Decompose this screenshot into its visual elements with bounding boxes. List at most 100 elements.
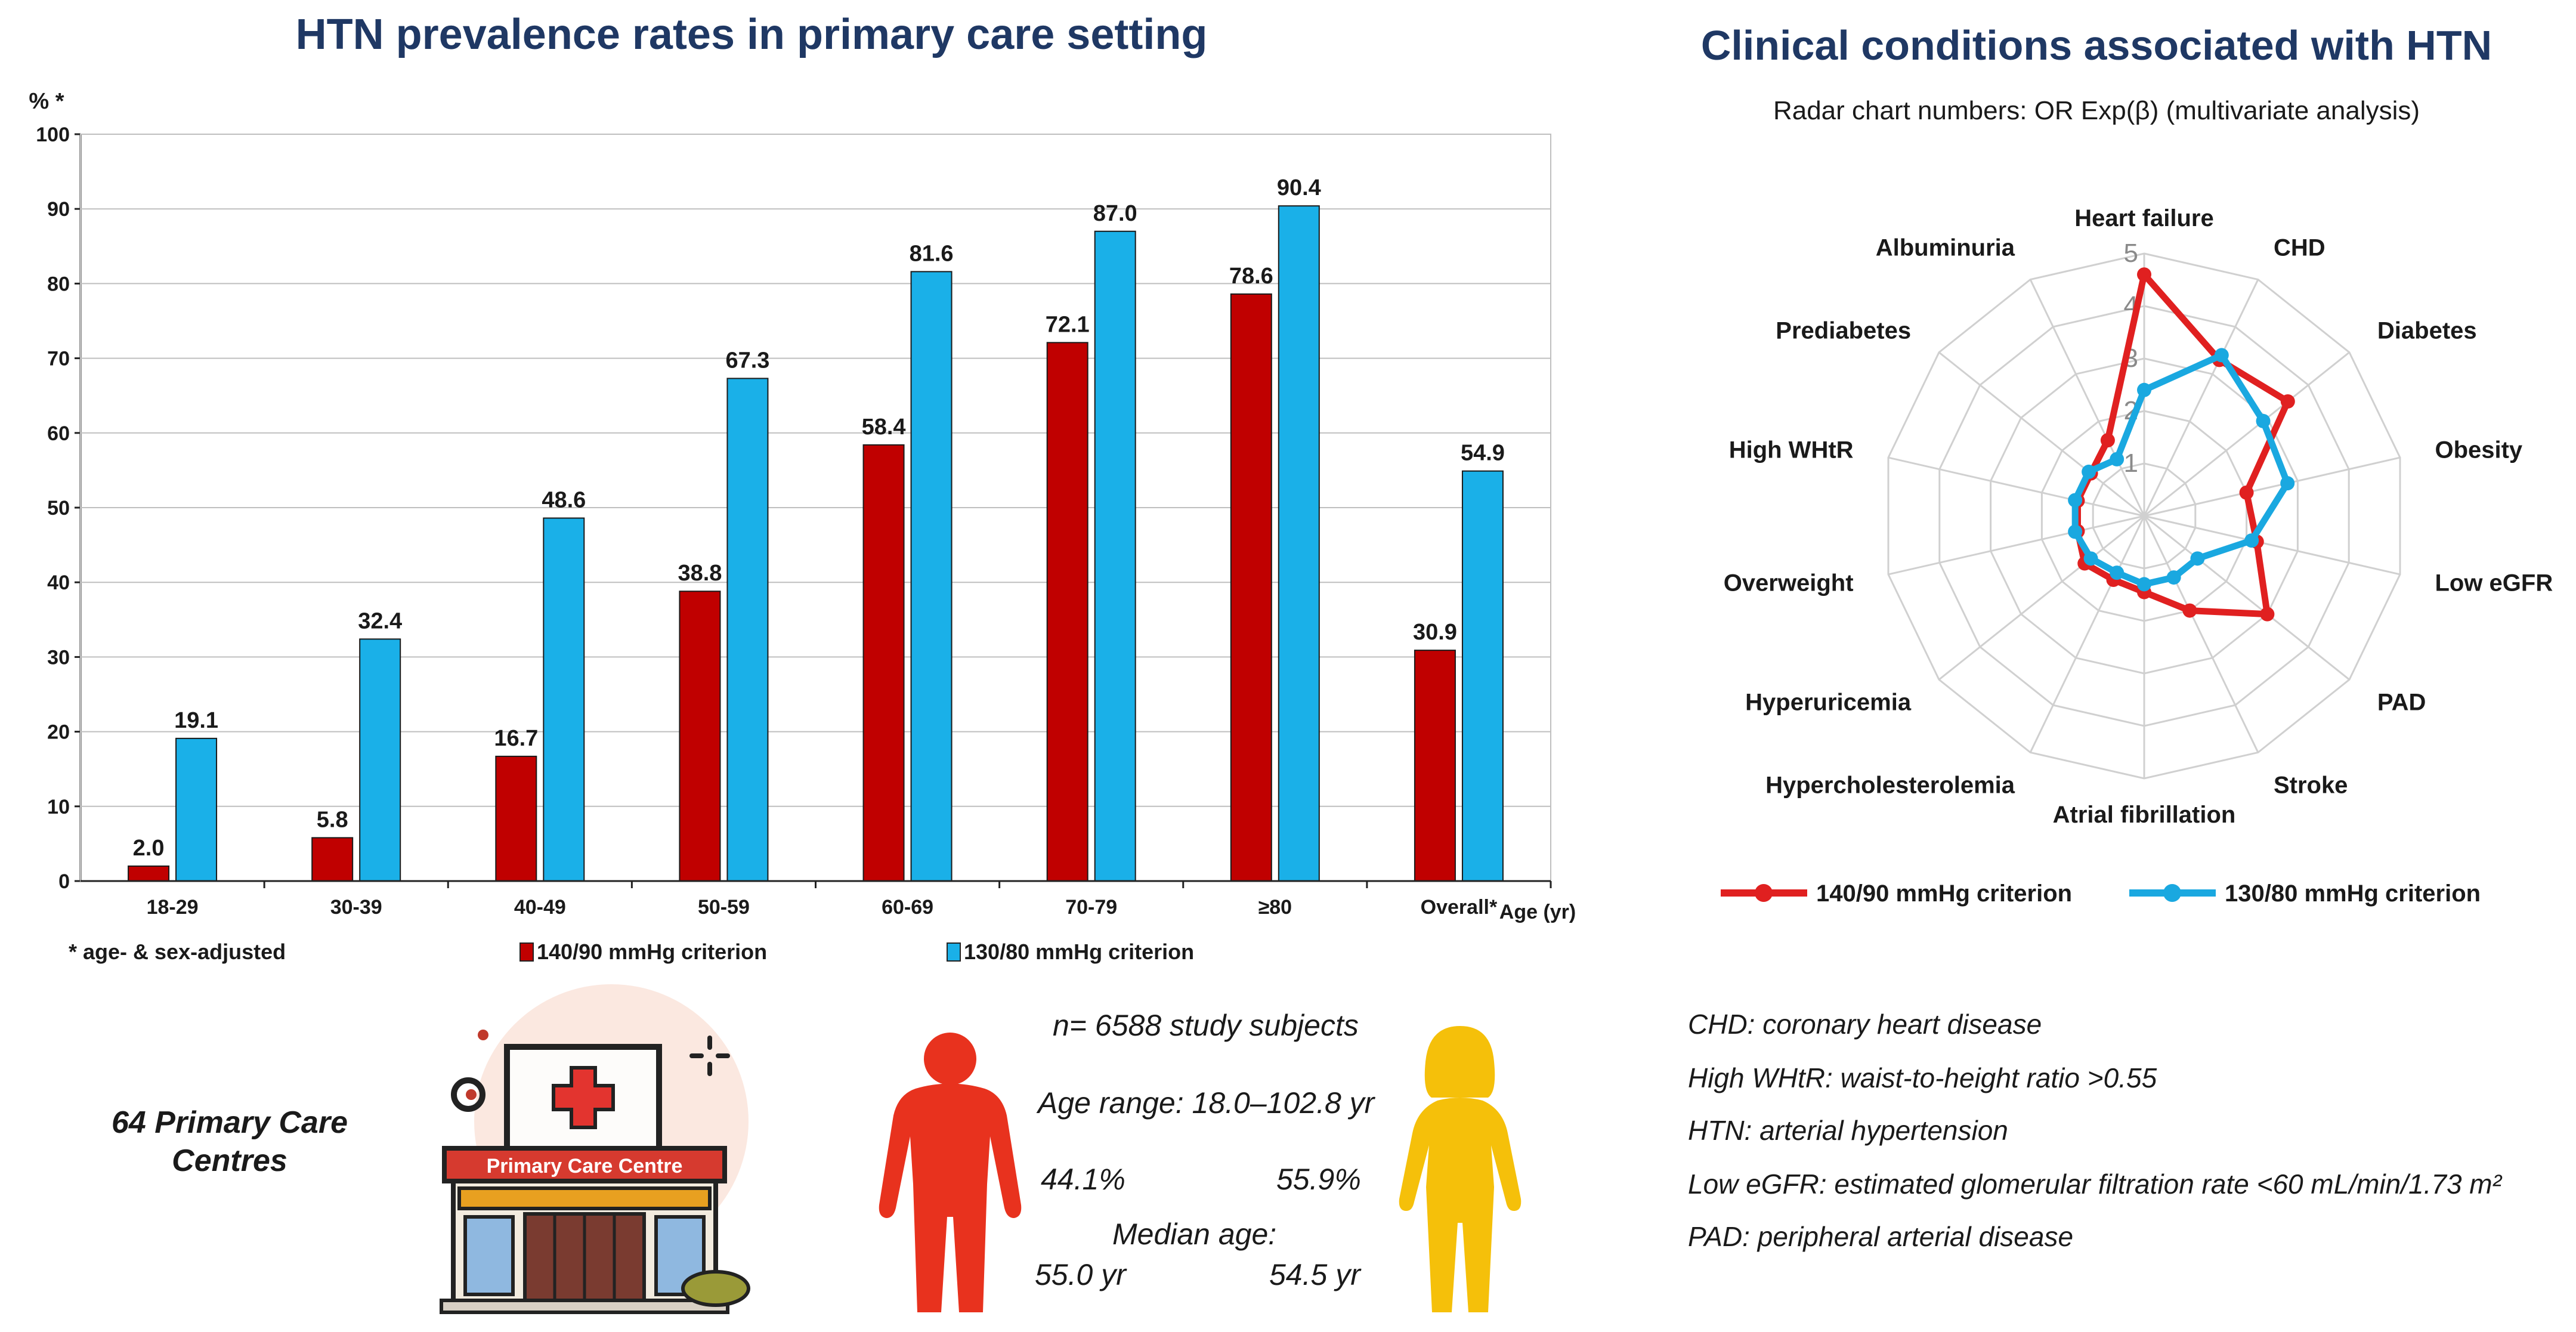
- radar-axis-label: Hyperuricemia: [1745, 690, 1912, 716]
- x-tick-label: 50-59: [698, 896, 750, 919]
- bar-140-90-4: [862, 444, 905, 882]
- radar-point-140-90: [2182, 603, 2197, 618]
- radar-legend-label-140-90: 140/90 mmHg criterion: [1816, 880, 2072, 907]
- radar-point-130-80: [2068, 524, 2083, 539]
- bar-130-80-6: [1278, 205, 1320, 882]
- bar-chart-gridlines: [80, 134, 1551, 882]
- abbreviation-htn: HTN: arterial hypertension: [1688, 1115, 2008, 1146]
- bar-value-label: 19.1: [174, 708, 218, 733]
- radar-spoke: [2143, 515, 2259, 753]
- radar-point-130-80: [2214, 348, 2229, 363]
- abbreviation-pad: PAD: peripheral arterial disease: [1688, 1221, 2074, 1252]
- bar-chart-title: HTN prevalence rates in primary care set…: [296, 11, 1208, 58]
- radar-point-140-90: [2280, 394, 2295, 409]
- radar-spoke: [2143, 279, 2259, 517]
- y-tick-label: 100: [36, 123, 70, 146]
- bar-140-90-5: [1046, 342, 1088, 882]
- bar-value-label: 81.6: [910, 241, 954, 266]
- bar-chart-xlabel: Age (yr): [1499, 901, 1576, 923]
- bar-130-80-0: [175, 737, 218, 882]
- radar-spoke: [2144, 351, 2350, 517]
- radar-axis-label: Prediabetes: [1776, 317, 1911, 344]
- radar-axis-label: Low eGFR: [2435, 570, 2553, 596]
- y-tick-label: 10: [47, 796, 70, 818]
- radar-axis-label: Hypercholesterolemia: [1765, 772, 2015, 798]
- radar-axis-label: PAD: [2377, 690, 2426, 716]
- bar-value-label: 67.3: [725, 348, 769, 373]
- bar-value-label: 78.6: [1229, 264, 1273, 289]
- abbreviation-chd: CHD: coronary heart disease: [1688, 1009, 2042, 1040]
- bar-chart-data-labels: 2.0 19.1 5.8 32.4 16.7 48.6 38.8 67.3 58.4 81.6 72…: [133, 175, 1505, 861]
- x-tick-label: 70-79: [1065, 896, 1117, 919]
- x-tick-label: 30-39: [330, 896, 382, 919]
- radar-spoke: [2029, 515, 2145, 753]
- radar-chart-series: [2068, 267, 2295, 622]
- bar-140-90-1: [311, 837, 354, 882]
- radar-point-130-80: [2110, 452, 2124, 466]
- bar-value-label: 48.6: [542, 488, 586, 513]
- legend-label-130-80: 130/80 mmHg criterion: [964, 939, 1194, 964]
- bar-chart-bars: [128, 205, 1504, 882]
- female-median-age: 54.5 yr: [1269, 1258, 1360, 1291]
- radar-legend-130-80: 130/80 mmHg criterion: [2129, 880, 2481, 907]
- x-tick-label: 40-49: [514, 896, 566, 919]
- radar-r-tick-label: 5: [2124, 239, 2138, 268]
- radar-spoke: [2144, 515, 2350, 681]
- bar-chart-ylabel: % *: [29, 89, 64, 114]
- radar-point-130-80: [2137, 577, 2151, 592]
- radar-spoke: [1938, 351, 2145, 517]
- female-silhouette-icon: [1399, 1026, 1522, 1312]
- bar-140-90-6: [1230, 293, 1272, 882]
- radar-axis-label: Stroke: [2274, 772, 2348, 798]
- bar-140-90-3: [679, 591, 721, 882]
- radar-chart-subtitle: Radar chart numbers: OR Exp(β) (multivar…: [1773, 96, 2420, 125]
- y-tick-label: 40: [47, 571, 70, 594]
- bar-value-label: 2.0: [133, 836, 165, 861]
- radar-point-140-90: [2260, 607, 2275, 622]
- radar-chart-title: Clinical conditions associated with HTN: [1701, 22, 2492, 69]
- radar-spoke: [2144, 515, 2401, 576]
- radar-point-130-80: [2256, 413, 2271, 428]
- radar-spoke: [2144, 456, 2401, 517]
- bar-140-90-2: [495, 755, 537, 882]
- radar-point-130-80: [2137, 382, 2151, 397]
- female-percentage: 55.9%: [1276, 1163, 1361, 1196]
- bar-value-label: 54.9: [1461, 441, 1505, 466]
- median-age-label: Median age:: [1112, 1217, 1277, 1251]
- radar-r-tick-label: 1: [2124, 449, 2138, 478]
- primary-care-centre-illustration: Primary Care Centre: [440, 984, 750, 1314]
- bar-value-label: 38.8: [678, 561, 722, 586]
- radar-spoke: [1888, 515, 2145, 576]
- male-silhouette-icon: [879, 1033, 1022, 1312]
- bar-130-80-4: [910, 271, 953, 882]
- legend-swatch-130-80: [947, 942, 961, 962]
- radar-axis-label: Atrial fibrillation: [2053, 802, 2236, 828]
- radar-chart-grid: [1887, 252, 2401, 780]
- radar-chart-axis-labels: Heart failure CHD Diabetes Obesity Low eGFR P…: [1724, 205, 2553, 828]
- bar-130-80-1: [359, 638, 401, 882]
- x-tick-label: ≥80: [1258, 896, 1292, 919]
- bar-value-label: 5.8: [317, 807, 348, 832]
- bar-chart-x-axis: 18-29 30-39 40-49 50-59 60-69 70-79 ≥80 Overall…: [81, 880, 1552, 919]
- radar-point-130-80: [2083, 551, 2098, 566]
- x-tick-label: Overall*: [1421, 896, 1498, 919]
- bar-140-90-0: [128, 865, 170, 882]
- bar-value-label: 90.4: [1277, 175, 1321, 200]
- radar-spoke: [2029, 279, 2145, 517]
- radar-axis-label: Heart failure: [2074, 205, 2213, 231]
- abbreviation-egfr: Low eGFR: estimated glomerular filtratio…: [1688, 1169, 2501, 1200]
- legend-swatch-140-90: [519, 942, 534, 962]
- radar-axis-label: Diabetes: [2377, 317, 2477, 344]
- bar-value-label: 72.1: [1046, 312, 1090, 337]
- bar-130-80-5: [1094, 230, 1136, 882]
- bar-chart-y-axis: 0 10 20 30 40 50 60 70 80 90 100: [36, 123, 82, 893]
- x-tick-label: 18-29: [147, 896, 199, 919]
- primary-care-centres-count: 64 Primary Care Centres: [111, 1105, 348, 1178]
- study-subjects-count: n= 6588 study subjects: [1053, 1009, 1359, 1042]
- radar-point-130-80: [2082, 464, 2096, 479]
- male-median-age: 55.0 yr: [1035, 1258, 1126, 1291]
- radar-legend-label-130-80: 130/80 mmHg criterion: [2225, 880, 2481, 907]
- bar-value-label: 16.7: [494, 726, 538, 751]
- radar-spoke: [1888, 456, 2145, 517]
- radar-spoke: [1938, 515, 2145, 681]
